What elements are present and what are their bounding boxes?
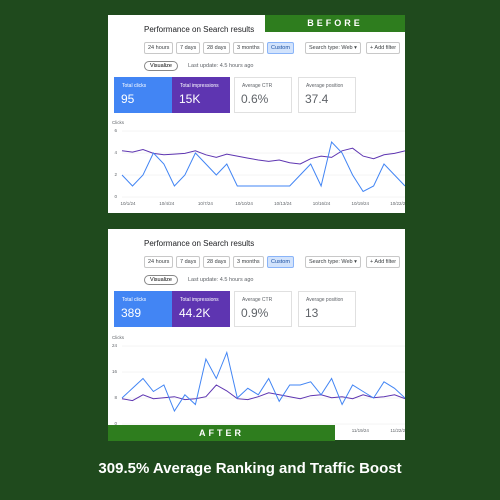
range-button[interactable]: 28 days: [203, 42, 231, 54]
metric-card[interactable]: Total impressions 44.2K: [172, 291, 230, 327]
filter-button[interactable]: + Add filter: [366, 42, 401, 54]
last-update: Last update: 4.5 hours ago: [188, 63, 254, 69]
metric-card[interactable]: Average CTR 0.6%: [234, 77, 292, 113]
filter-button[interactable]: Search type: Web ▾: [305, 256, 361, 268]
card-value: 389: [121, 306, 142, 320]
x-tick-label: 10/22/24: [390, 201, 405, 206]
card-label: Average position: [306, 83, 344, 89]
y-axis-label: Clicks: [112, 120, 125, 125]
card-label: Average CTR: [242, 297, 273, 303]
card-value: 15K: [179, 92, 201, 106]
metric-card[interactable]: Total clicks 389: [114, 291, 172, 327]
card-value: 13: [305, 306, 319, 320]
series-line: [121, 350, 405, 413]
panel-tag: BEFORE: [265, 15, 405, 32]
y-tick-label: 4: [114, 150, 117, 155]
y-tick-label: 6: [114, 128, 117, 133]
metric-card[interactable]: Total clicks 95: [114, 77, 172, 113]
chart: Clicks08162411/1/2411/4/2411/7/2411/10/2…: [112, 335, 405, 433]
x-tick-label: 10/19/24: [352, 201, 370, 206]
card-label: Total clicks: [122, 83, 147, 89]
range-button[interactable]: 24 hours: [144, 42, 174, 54]
metric-card[interactable]: Average position 13: [298, 291, 356, 327]
x-tick-label: 10/13/24: [274, 201, 292, 206]
filter-button[interactable]: Search type: Web ▾: [305, 42, 361, 54]
card-value: 0.6%: [241, 92, 269, 106]
x-tick-label: 10/1/24: [120, 201, 136, 206]
y-tick-label: 8: [114, 395, 117, 400]
y-tick-label: 0: [114, 421, 117, 426]
x-tick-label: 10/4/24: [159, 201, 175, 206]
range-button[interactable]: Custom: [267, 256, 294, 268]
metric-card[interactable]: Average position 37.4: [298, 77, 356, 113]
range-button[interactable]: 24 hours: [144, 256, 174, 268]
card-value: 37.4: [305, 92, 329, 106]
card-value: 0.9%: [241, 306, 269, 320]
card-value: 95: [121, 92, 135, 106]
card-label: Total impressions: [180, 83, 219, 89]
range-button[interactable]: 7 days: [176, 42, 201, 54]
headline: 309.5% Average Ranking and Traffic Boost: [98, 460, 402, 477]
y-axis-label: Clicks: [112, 335, 125, 340]
last-update: Last update: 4.5 hours ago: [188, 277, 254, 283]
range-button[interactable]: 3 months: [233, 256, 264, 268]
filter-button[interactable]: + Add filter: [366, 256, 401, 268]
y-tick-label: 16: [112, 369, 118, 374]
series-line: [121, 140, 405, 193]
chart: Clicks 0 2 4 6 10/1/24 10/4/24 10/7/24 10/10/24 1…: [112, 120, 405, 206]
panel-tag: AFTER: [108, 425, 335, 441]
series-line: [121, 147, 405, 165]
x-tick-label: 10/16/24: [313, 201, 331, 206]
y-tick-label: 0: [114, 194, 117, 199]
range-button[interactable]: Custom: [267, 42, 294, 54]
search-console-panel: Performance on Search results 24 hours 7 d…: [108, 229, 405, 440]
y-tick-label: 2: [114, 172, 117, 177]
card-label: Average position: [306, 297, 344, 303]
x-tick-label: 10/10/24: [235, 201, 253, 206]
card-label: Total impressions: [180, 297, 219, 303]
range-button[interactable]: 7 days: [176, 256, 201, 268]
x-tick-label: 11/22/24: [390, 428, 405, 433]
x-tick-label: 11/19/24: [352, 428, 370, 433]
search-console-panel: Performance on Search results 24 hours 7 d…: [108, 15, 405, 213]
metric-card[interactable]: Total impressions 15K: [172, 77, 230, 113]
visualize-chip[interactable]: Visualize: [144, 275, 178, 285]
card-value: 44.2K: [179, 306, 211, 320]
range-button[interactable]: 28 days: [203, 256, 231, 268]
panel-title: Performance on Search results: [144, 239, 255, 248]
metric-card[interactable]: Average CTR 0.9%: [234, 291, 292, 327]
card-label: Average CTR: [242, 83, 273, 89]
x-tick-label: 10/7/24: [198, 201, 214, 206]
y-tick-label: 24: [112, 343, 118, 348]
card-label: Total clicks: [122, 297, 147, 303]
panel-title: Performance on Search results: [144, 25, 255, 34]
visualize-chip[interactable]: Visualize: [144, 61, 178, 71]
range-button[interactable]: 3 months: [233, 42, 264, 54]
